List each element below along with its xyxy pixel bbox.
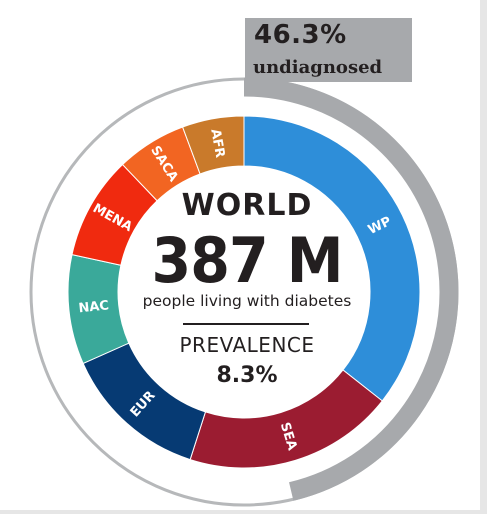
chart-title: WORLD	[181, 188, 313, 223]
segment-label-afr: AFR	[207, 128, 227, 159]
frame-edge-right	[480, 0, 487, 514]
ring-layer	[29, 77, 459, 507]
undiagnosed-label: undiagnosed	[253, 57, 383, 78]
prevalence-value: 8.3%	[216, 363, 278, 388]
segment-afr	[181, 115, 245, 175]
undiagnosed-value: 46.3%	[254, 20, 347, 50]
divider-line	[183, 323, 309, 325]
undiagnosed-callout: 46.3% undiagnosed	[245, 18, 412, 82]
segment-label-nac: NAC	[78, 298, 110, 316]
total-count: 387 M	[151, 224, 343, 297]
center-summary: WORLD 387 M people living with diabetes …	[117, 178, 377, 398]
segment-layer	[67, 115, 421, 469]
prevalence-label: PREVALENCE	[179, 333, 315, 357]
undiagnosed-arc	[243, 77, 459, 501]
frame-edge-bottom	[0, 510, 487, 514]
total-caption: people living with diabetes	[142, 292, 352, 310]
segment-wp	[243, 115, 421, 402]
